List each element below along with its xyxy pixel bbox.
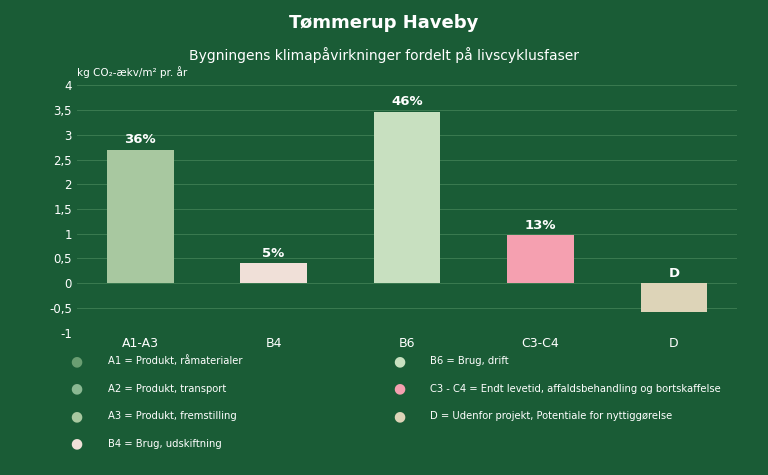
Text: ●: ● bbox=[393, 409, 406, 423]
Text: Tømmerup Haveby: Tømmerup Haveby bbox=[290, 14, 478, 32]
Text: ●: ● bbox=[393, 381, 406, 396]
Text: A1 = Produkt, råmaterialer: A1 = Produkt, råmaterialer bbox=[108, 356, 242, 366]
Bar bbox=[507, 235, 574, 283]
Text: ●: ● bbox=[71, 381, 83, 396]
Text: ●: ● bbox=[71, 354, 83, 368]
Bar bbox=[374, 112, 440, 283]
Text: B4 = Brug, udskiftning: B4 = Brug, udskiftning bbox=[108, 438, 221, 449]
Text: 46%: 46% bbox=[391, 95, 423, 108]
Text: D: D bbox=[668, 267, 680, 280]
Text: 36%: 36% bbox=[124, 133, 156, 146]
Text: A3 = Produkt, fremstilling: A3 = Produkt, fremstilling bbox=[108, 411, 237, 421]
Text: ●: ● bbox=[393, 354, 406, 368]
Bar bbox=[240, 263, 307, 283]
Text: B6 = Brug, drift: B6 = Brug, drift bbox=[430, 356, 508, 366]
Text: A2 = Produkt, transport: A2 = Produkt, transport bbox=[108, 383, 226, 394]
Text: kg CO₂-ækv/m² pr. år: kg CO₂-ækv/m² pr. år bbox=[77, 66, 187, 78]
Bar bbox=[107, 150, 174, 283]
Text: 13%: 13% bbox=[525, 218, 556, 232]
Text: C3 - C4 = Endt levetid, affaldsbehandling og bortskaffelse: C3 - C4 = Endt levetid, affaldsbehandlin… bbox=[430, 383, 721, 394]
Text: D = Udenfor projekt, Potentiale for nyttiggørelse: D = Udenfor projekt, Potentiale for nytt… bbox=[430, 411, 672, 421]
Text: ●: ● bbox=[71, 409, 83, 423]
Text: 5%: 5% bbox=[263, 247, 285, 260]
Text: ●: ● bbox=[71, 437, 83, 451]
Bar bbox=[641, 283, 707, 312]
Text: Bygningens klimapåvirkninger fordelt på livscyklusfaser: Bygningens klimapåvirkninger fordelt på … bbox=[189, 48, 579, 64]
